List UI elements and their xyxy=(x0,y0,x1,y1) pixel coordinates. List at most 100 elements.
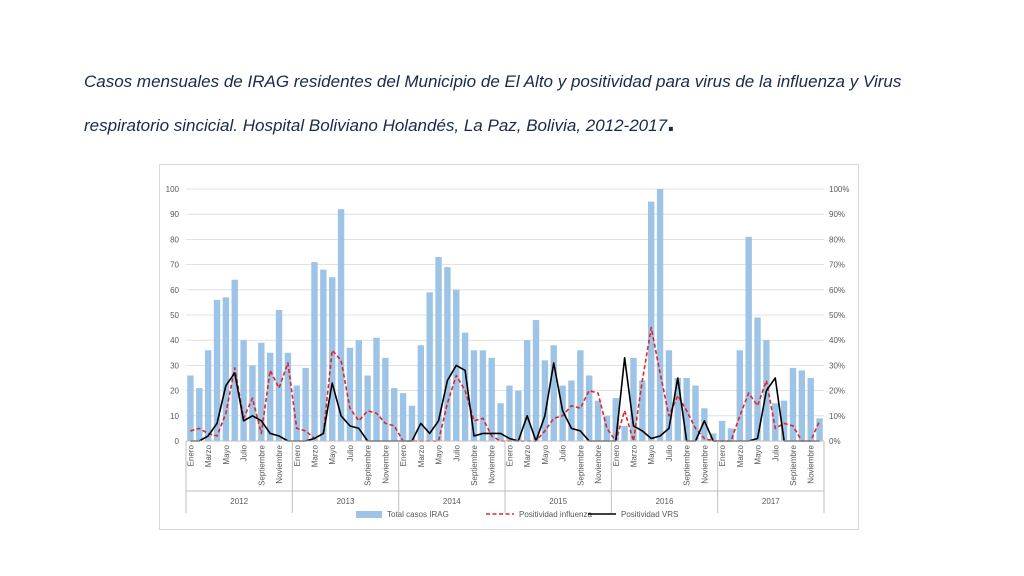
bar xyxy=(523,340,531,441)
y-right-tick-label: 80% xyxy=(829,235,845,244)
bar xyxy=(240,340,247,441)
month-tick-label: Septiembre xyxy=(683,444,692,485)
month-tick-label: Mayo xyxy=(328,444,337,464)
y-left-tick-label: 0 xyxy=(175,437,180,446)
bar xyxy=(355,340,362,441)
bar xyxy=(541,360,549,441)
month-tick-label: Noviembre xyxy=(275,444,284,483)
bar xyxy=(648,201,655,441)
legend-label-influenza: Positividad influenza xyxy=(519,510,592,519)
month-tick-label: Noviembre xyxy=(488,444,497,483)
month-tick-label: Mayo xyxy=(754,444,763,464)
bar xyxy=(302,367,309,441)
month-tick-label: Enero xyxy=(612,444,621,466)
y-left-tick-label: 70 xyxy=(170,261,179,270)
chart-svg: 0 0% 10 10% 20 20% 30 30% 40 40% 50 50% 60 60% 70 70% 80… xyxy=(166,185,850,519)
chart-title-period: . xyxy=(667,106,675,137)
y-right-tick-label: 70% xyxy=(829,261,845,270)
bar xyxy=(329,277,336,441)
bar xyxy=(594,400,602,441)
month-tick-label: Marzo xyxy=(736,444,745,467)
bar xyxy=(320,269,327,441)
bar xyxy=(204,350,212,441)
year-label: 2017 xyxy=(762,497,780,506)
month-tick-label: Marzo xyxy=(523,444,532,467)
y-right-tick-label: 10% xyxy=(829,412,845,421)
month-tick-label: Marzo xyxy=(629,444,638,467)
bar xyxy=(373,337,380,441)
month-tick-label: Mayo xyxy=(647,444,656,464)
month-tick-label: Julio xyxy=(665,444,674,461)
month-tick-label: Enero xyxy=(718,444,727,466)
bar xyxy=(364,375,371,441)
bar xyxy=(789,367,797,441)
month-tick-label: Enero xyxy=(505,444,514,466)
bar xyxy=(337,209,345,441)
bar xyxy=(612,398,619,441)
y-left-tick-label: 60 xyxy=(170,286,179,295)
month-tick-label: Noviembre xyxy=(594,444,603,483)
month-tick-label: Mayo xyxy=(222,444,231,464)
bar xyxy=(745,236,752,441)
bar xyxy=(346,347,354,441)
y-left-tick-label: 30 xyxy=(170,361,179,370)
bar xyxy=(461,332,469,441)
month-tick-label: Enero xyxy=(293,444,302,466)
bar xyxy=(391,388,398,441)
chart-title-text: Casos mensuales de IRAG residentes del M… xyxy=(84,72,902,135)
year-label: 2015 xyxy=(549,497,567,506)
y-left-tick-label: 80 xyxy=(170,235,179,244)
y-left-tick-label: 40 xyxy=(170,336,179,345)
bar xyxy=(479,350,487,441)
year-label: 2014 xyxy=(443,497,461,506)
bar xyxy=(293,385,300,441)
legend-label-vrs: Positividad VRS xyxy=(621,510,678,519)
bar xyxy=(665,350,673,441)
month-tick-label: Septiembre xyxy=(470,444,479,485)
y-right-tick-label: 50% xyxy=(829,311,845,320)
bar xyxy=(701,408,708,441)
y-left-tick-label: 20 xyxy=(170,387,179,396)
month-tick-label: Mayo xyxy=(541,444,550,464)
bar xyxy=(656,189,664,441)
month-tick-label: Septiembre xyxy=(364,444,373,485)
y-right-tick-label: 100% xyxy=(829,185,849,194)
bar xyxy=(585,375,593,441)
month-tick-label: Julio xyxy=(559,444,568,461)
month-tick-label: Septiembre xyxy=(576,444,585,485)
bar xyxy=(196,388,203,441)
bar xyxy=(807,378,814,441)
bar xyxy=(710,433,717,441)
month-tick-label: Julio xyxy=(346,444,355,461)
month-tick-label: Noviembre xyxy=(700,444,709,483)
month-tick-label: Noviembre xyxy=(807,444,816,483)
legend-label-bars: Total casos IRAG xyxy=(387,510,449,519)
bar xyxy=(222,297,230,441)
bar xyxy=(603,415,611,441)
bar xyxy=(213,299,221,441)
bar xyxy=(488,357,495,441)
bar xyxy=(780,400,788,441)
bar xyxy=(816,418,823,441)
month-tick-label: Julio xyxy=(240,444,249,461)
bar xyxy=(284,352,292,441)
bar xyxy=(275,309,283,441)
bar xyxy=(692,385,699,441)
legend: Total casos IRAG Positividad influenza Pos… xyxy=(356,510,678,519)
bar xyxy=(444,267,451,441)
year-label: 2016 xyxy=(656,497,674,506)
bar xyxy=(470,350,478,441)
axes: 0 0% 10 10% 20 20% 30 30% 40 40% 50 50% 60 60% 70 70% 80… xyxy=(166,185,849,513)
bar xyxy=(718,420,726,441)
chart-title: Casos mensuales de IRAG residentes del M… xyxy=(84,62,964,146)
y-right-tick-label: 90% xyxy=(829,210,845,219)
y-left-tick-label: 10 xyxy=(170,412,179,421)
year-label: 2013 xyxy=(337,497,355,506)
bar xyxy=(772,403,779,441)
month-tick-label: Enero xyxy=(399,444,408,466)
bar xyxy=(559,385,566,441)
bar xyxy=(506,385,513,441)
legend-swatch-bars xyxy=(356,511,382,518)
bar xyxy=(497,403,504,441)
month-tick-label: Marzo xyxy=(417,444,426,467)
